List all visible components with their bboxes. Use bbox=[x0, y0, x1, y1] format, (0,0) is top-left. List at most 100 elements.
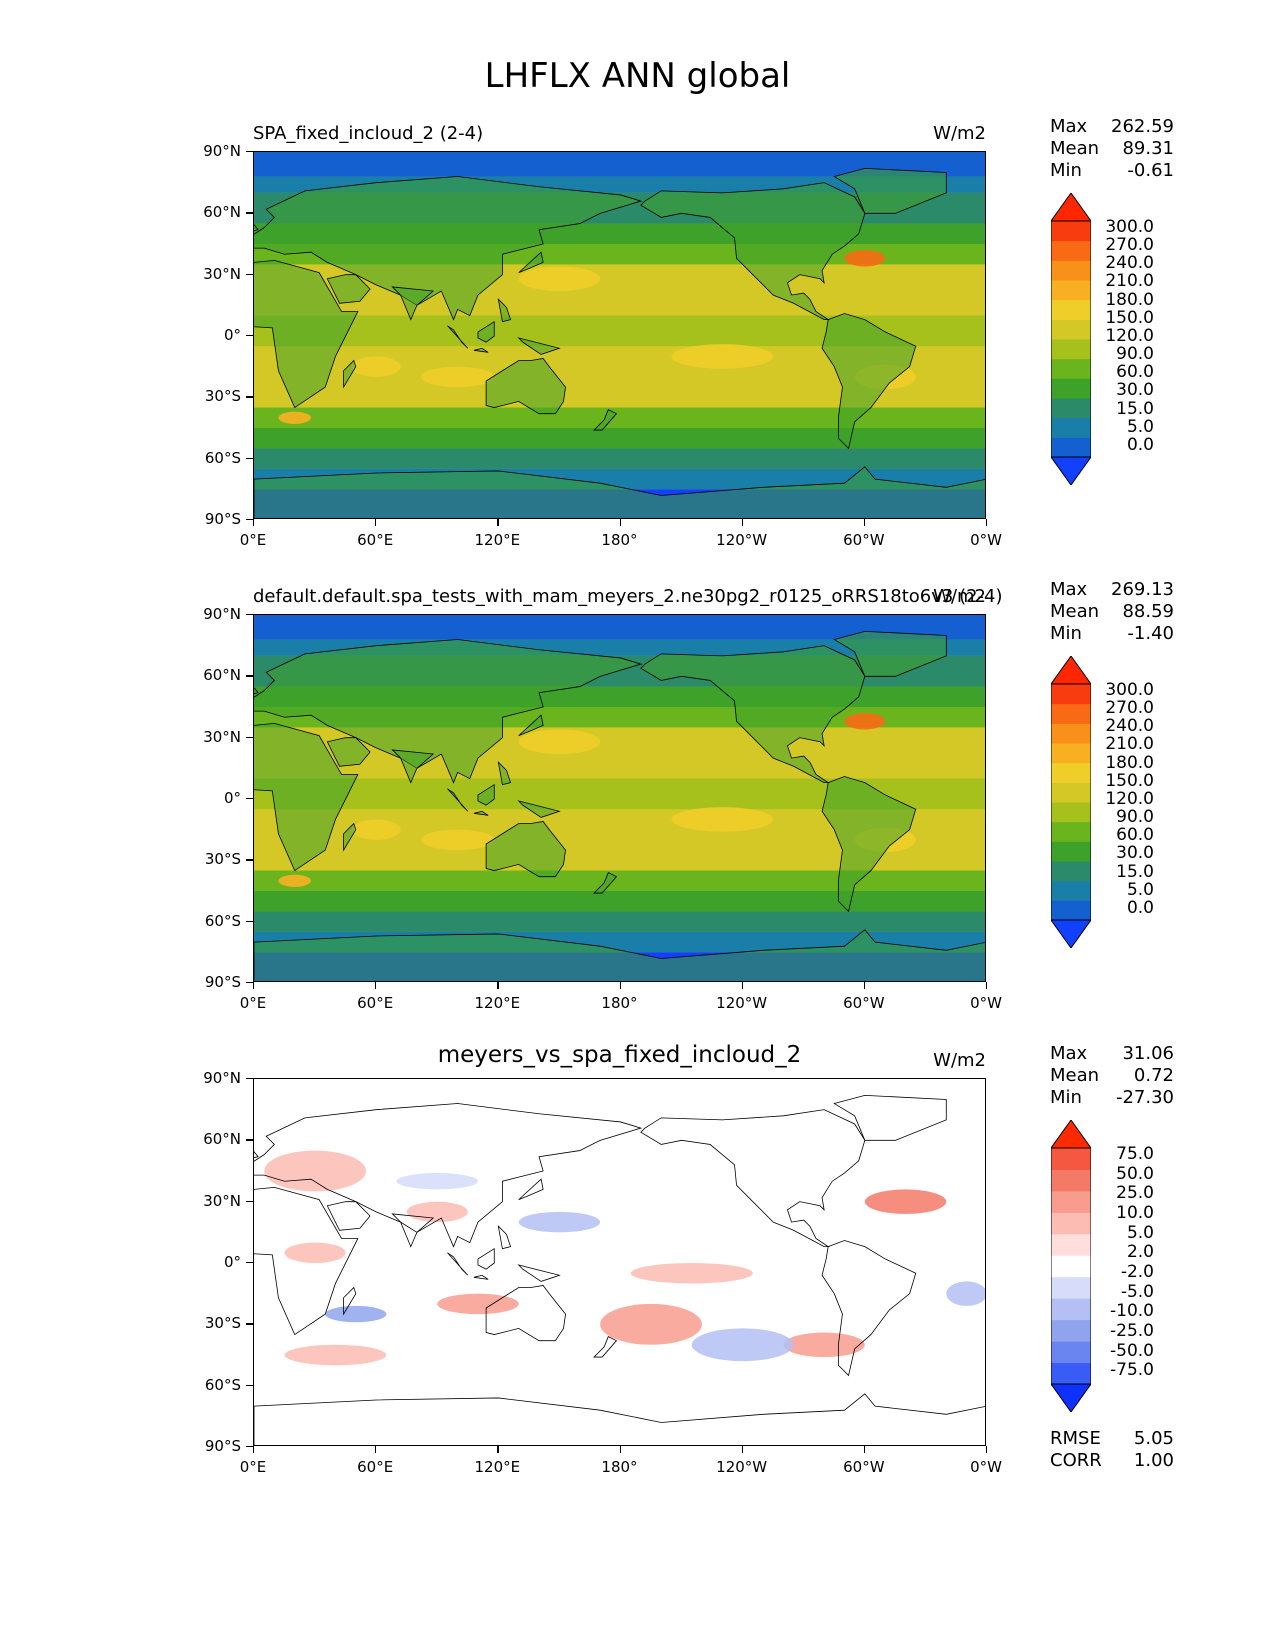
colorbar-level-label: 10.0 bbox=[1116, 1203, 1154, 1223]
lat-tick-label: 0° bbox=[223, 789, 241, 807]
lat-tick-label: 90°N bbox=[203, 142, 241, 160]
stat-label-mean: Mean bbox=[1050, 1065, 1100, 1086]
coastline bbox=[473, 1274, 489, 1280]
lon-tick-label: 60°E bbox=[357, 531, 394, 549]
coastline bbox=[518, 1178, 544, 1200]
colorbar-level-label: -5.0 bbox=[1120, 1281, 1154, 1302]
colorbar-segment bbox=[1051, 1298, 1091, 1321]
colorbar-level-label: 2.0 bbox=[1126, 1242, 1154, 1263]
colorbar-segment bbox=[1051, 221, 1091, 242]
lon-tick-label: 60°E bbox=[357, 994, 394, 1012]
coastline bbox=[254, 224, 259, 232]
lon-tick-mark bbox=[497, 982, 499, 989]
lat-tick-label: 60°N bbox=[203, 666, 241, 685]
colorbar-level-label: 150.0 bbox=[1105, 307, 1154, 328]
coastline bbox=[485, 1285, 566, 1342]
lon-tick-label: 120°W bbox=[716, 994, 768, 1012]
colorbar-segment bbox=[1051, 821, 1091, 842]
colorbar-level-label: 60.0 bbox=[1116, 825, 1154, 846]
lon-tick-label: 0°W bbox=[970, 994, 1002, 1012]
colorbar-min-extension bbox=[1050, 919, 1092, 949]
colorbar-level-label: 0.0 bbox=[1126, 434, 1154, 455]
lon-tick-mark bbox=[619, 982, 621, 989]
colorbar-level-label: 5.0 bbox=[1126, 879, 1154, 900]
coastline bbox=[640, 645, 866, 784]
lat-tick-mark bbox=[246, 273, 253, 275]
coastline bbox=[447, 325, 469, 349]
coastline bbox=[518, 714, 544, 736]
coastline bbox=[593, 872, 618, 894]
lon-tick-mark bbox=[375, 982, 377, 989]
colorbar-segment bbox=[1051, 743, 1091, 764]
lon-tick-mark bbox=[375, 1446, 377, 1453]
flux-maximum-region bbox=[518, 266, 601, 292]
coastline bbox=[640, 182, 866, 321]
colorbar-segment bbox=[1051, 1276, 1091, 1299]
stat-value-rmse: 5.05 bbox=[1133, 1428, 1174, 1449]
difference-anomaly-region bbox=[264, 1150, 366, 1192]
lon-tick-mark bbox=[986, 519, 988, 526]
colorbar-level-label: 90.0 bbox=[1116, 344, 1154, 365]
coastline bbox=[447, 788, 469, 812]
lat-tick-label: 30°S bbox=[204, 1314, 241, 1333]
map-plot-area bbox=[253, 151, 986, 519]
lon-tick-mark bbox=[741, 982, 743, 989]
contour-map bbox=[254, 615, 985, 981]
lat-tick-mark bbox=[246, 457, 253, 459]
stat-label-max: Max bbox=[1050, 116, 1088, 137]
map-plot-area bbox=[253, 614, 986, 982]
difference-anomaly-region bbox=[437, 1293, 519, 1315]
colorbar-level-label: 120.0 bbox=[1105, 325, 1154, 346]
colorbar-segment bbox=[1051, 841, 1091, 862]
difference-anomaly-region bbox=[396, 1173, 478, 1190]
colorbar-level-label: 50.0 bbox=[1116, 1163, 1154, 1184]
lon-tick-mark bbox=[863, 1446, 866, 1453]
coastline bbox=[254, 1186, 359, 1336]
colorbar-segment bbox=[1051, 880, 1091, 901]
colorbar-level-label: 0.0 bbox=[1126, 897, 1154, 918]
flux-latitude-band bbox=[254, 448, 985, 469]
colorbar bbox=[1050, 655, 1092, 949]
lat-tick-label: 30°S bbox=[204, 850, 241, 869]
stat-label-max: Max bbox=[1050, 1043, 1088, 1064]
colorbar-level-label: 180.0 bbox=[1105, 752, 1154, 773]
lon-tick-label: 180° bbox=[601, 531, 638, 549]
colorbar-level-label: -2.0 bbox=[1120, 1262, 1154, 1282]
lat-tick-label: 90°N bbox=[203, 1069, 241, 1087]
coastline bbox=[254, 639, 643, 784]
stat-value-min: -27.30 bbox=[1115, 1087, 1174, 1108]
panel-units: W/m2 bbox=[933, 1050, 986, 1071]
coastline bbox=[254, 929, 985, 981]
lon-tick-label: 0°W bbox=[970, 1458, 1002, 1476]
flux-maximum-region bbox=[671, 807, 774, 832]
stat-value-min: -1.40 bbox=[1127, 623, 1174, 644]
coastline bbox=[497, 298, 512, 323]
coastline bbox=[833, 1094, 947, 1141]
colorbar-level-label: 300.0 bbox=[1105, 680, 1154, 700]
coastline bbox=[497, 1225, 512, 1250]
colorbar-level-label: 150.0 bbox=[1105, 770, 1154, 791]
flux-latitude-band bbox=[254, 870, 985, 891]
coastline bbox=[391, 286, 435, 321]
lat-tick-mark bbox=[246, 335, 253, 337]
lat-tick-mark bbox=[246, 982, 253, 984]
contour-map bbox=[254, 1079, 985, 1445]
lon-tick-label: 0°E bbox=[239, 531, 267, 549]
colorbar-segment bbox=[1051, 260, 1091, 281]
flux-maximum-region bbox=[844, 250, 886, 267]
lon-tick-mark bbox=[253, 519, 255, 526]
colorbar-level-label: 5.0 bbox=[1126, 1222, 1154, 1243]
coastline bbox=[254, 1103, 643, 1248]
colorbar bbox=[1050, 192, 1092, 486]
lat-tick-label: 90°S bbox=[204, 1437, 241, 1455]
lat-tick-label: 90°S bbox=[204, 510, 241, 528]
coastline bbox=[473, 347, 489, 353]
colorbar-graphic bbox=[1050, 655, 1092, 949]
stat-label-min: Min bbox=[1050, 160, 1082, 181]
colorbar-level-label: -75.0 bbox=[1110, 1360, 1154, 1381]
flux-maximum-region bbox=[351, 356, 401, 377]
lat-tick-label: 60°N bbox=[203, 1130, 241, 1149]
colorbar-segment bbox=[1051, 1362, 1091, 1385]
coastline bbox=[640, 1109, 866, 1248]
coastline bbox=[343, 1286, 357, 1316]
